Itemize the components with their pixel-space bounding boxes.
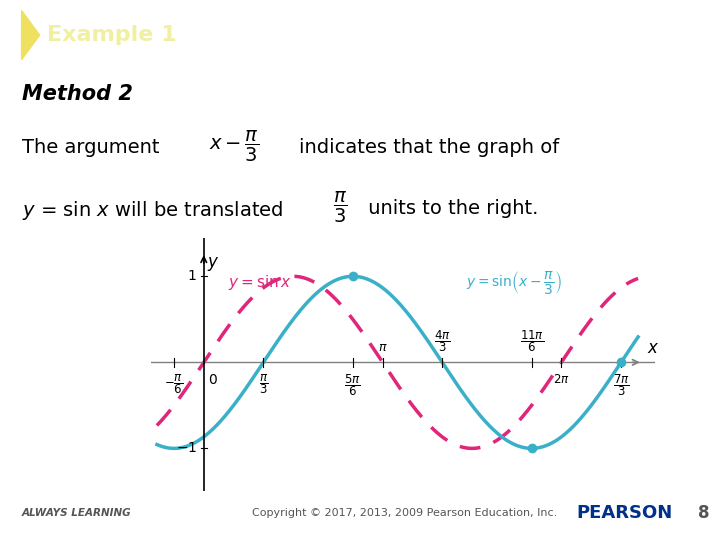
Text: $1$: $1$ xyxy=(187,269,197,284)
Text: $y$: $y$ xyxy=(207,255,220,273)
Text: The argument: The argument xyxy=(22,138,171,157)
Text: )  (continued): ) (continued) xyxy=(472,25,633,45)
Text: $-1$: $-1$ xyxy=(176,441,197,455)
Text: 8: 8 xyxy=(698,504,710,522)
Text: Example 1: Example 1 xyxy=(47,25,176,45)
Text: = sin (: = sin ( xyxy=(362,25,446,45)
Text: $\dfrac{7\pi}{3}$: $\dfrac{7\pi}{3}$ xyxy=(613,373,629,399)
Text: d: d xyxy=(459,25,474,45)
Text: indicates that the graph of: indicates that the graph of xyxy=(299,138,559,157)
Text: –: – xyxy=(434,25,459,45)
Text: PEARSON: PEARSON xyxy=(576,504,672,522)
Text: Copyright © 2017, 2013, 2009 Pearson Education, Inc.: Copyright © 2017, 2013, 2009 Pearson Edu… xyxy=(252,508,557,518)
Text: $x - \dfrac{\pi}{3}$: $x - \dfrac{\pi}{3}$ xyxy=(209,129,259,164)
Text: $y$ = sin $x$ will be translated: $y$ = sin $x$ will be translated xyxy=(22,199,291,221)
Text: $\dfrac{5\pi}{6}$: $\dfrac{5\pi}{6}$ xyxy=(344,373,361,399)
Text: $\dfrac{\pi}{3}$: $\dfrac{\pi}{3}$ xyxy=(333,190,347,225)
Text: $\dfrac{\pi}{3}$: $\dfrac{\pi}{3}$ xyxy=(258,373,268,396)
Text: y: y xyxy=(349,25,363,45)
Text: $\pi$: $\pi$ xyxy=(378,341,387,354)
Text: $x$: $x$ xyxy=(647,339,659,357)
Text: units to the right.: units to the right. xyxy=(362,199,539,218)
Text: $\dfrac{11\pi}{6}$: $\dfrac{11\pi}{6}$ xyxy=(520,328,544,354)
Polygon shape xyxy=(22,10,40,60)
Text: $0$: $0$ xyxy=(208,373,217,387)
Text: $\dfrac{4\pi}{3}$: $\dfrac{4\pi}{3}$ xyxy=(434,328,451,354)
Text: $-\dfrac{\pi}{6}$: $-\dfrac{\pi}{6}$ xyxy=(164,373,184,396)
Text: GRAPHING: GRAPHING xyxy=(259,25,390,45)
Text: x: x xyxy=(421,25,435,45)
Text: $y = \sin\!\left(x - \dfrac{\pi}{3}\right)$: $y = \sin\!\left(x - \dfrac{\pi}{3}\righ… xyxy=(467,269,562,296)
Text: $2\pi$: $2\pi$ xyxy=(553,373,570,386)
Text: Method 2: Method 2 xyxy=(22,84,132,104)
Text: $y = \sin x$: $y = \sin x$ xyxy=(228,273,292,292)
Text: ALWAYS LEARNING: ALWAYS LEARNING xyxy=(22,508,131,518)
